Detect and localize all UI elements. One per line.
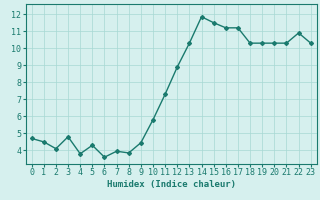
X-axis label: Humidex (Indice chaleur): Humidex (Indice chaleur)	[107, 180, 236, 189]
